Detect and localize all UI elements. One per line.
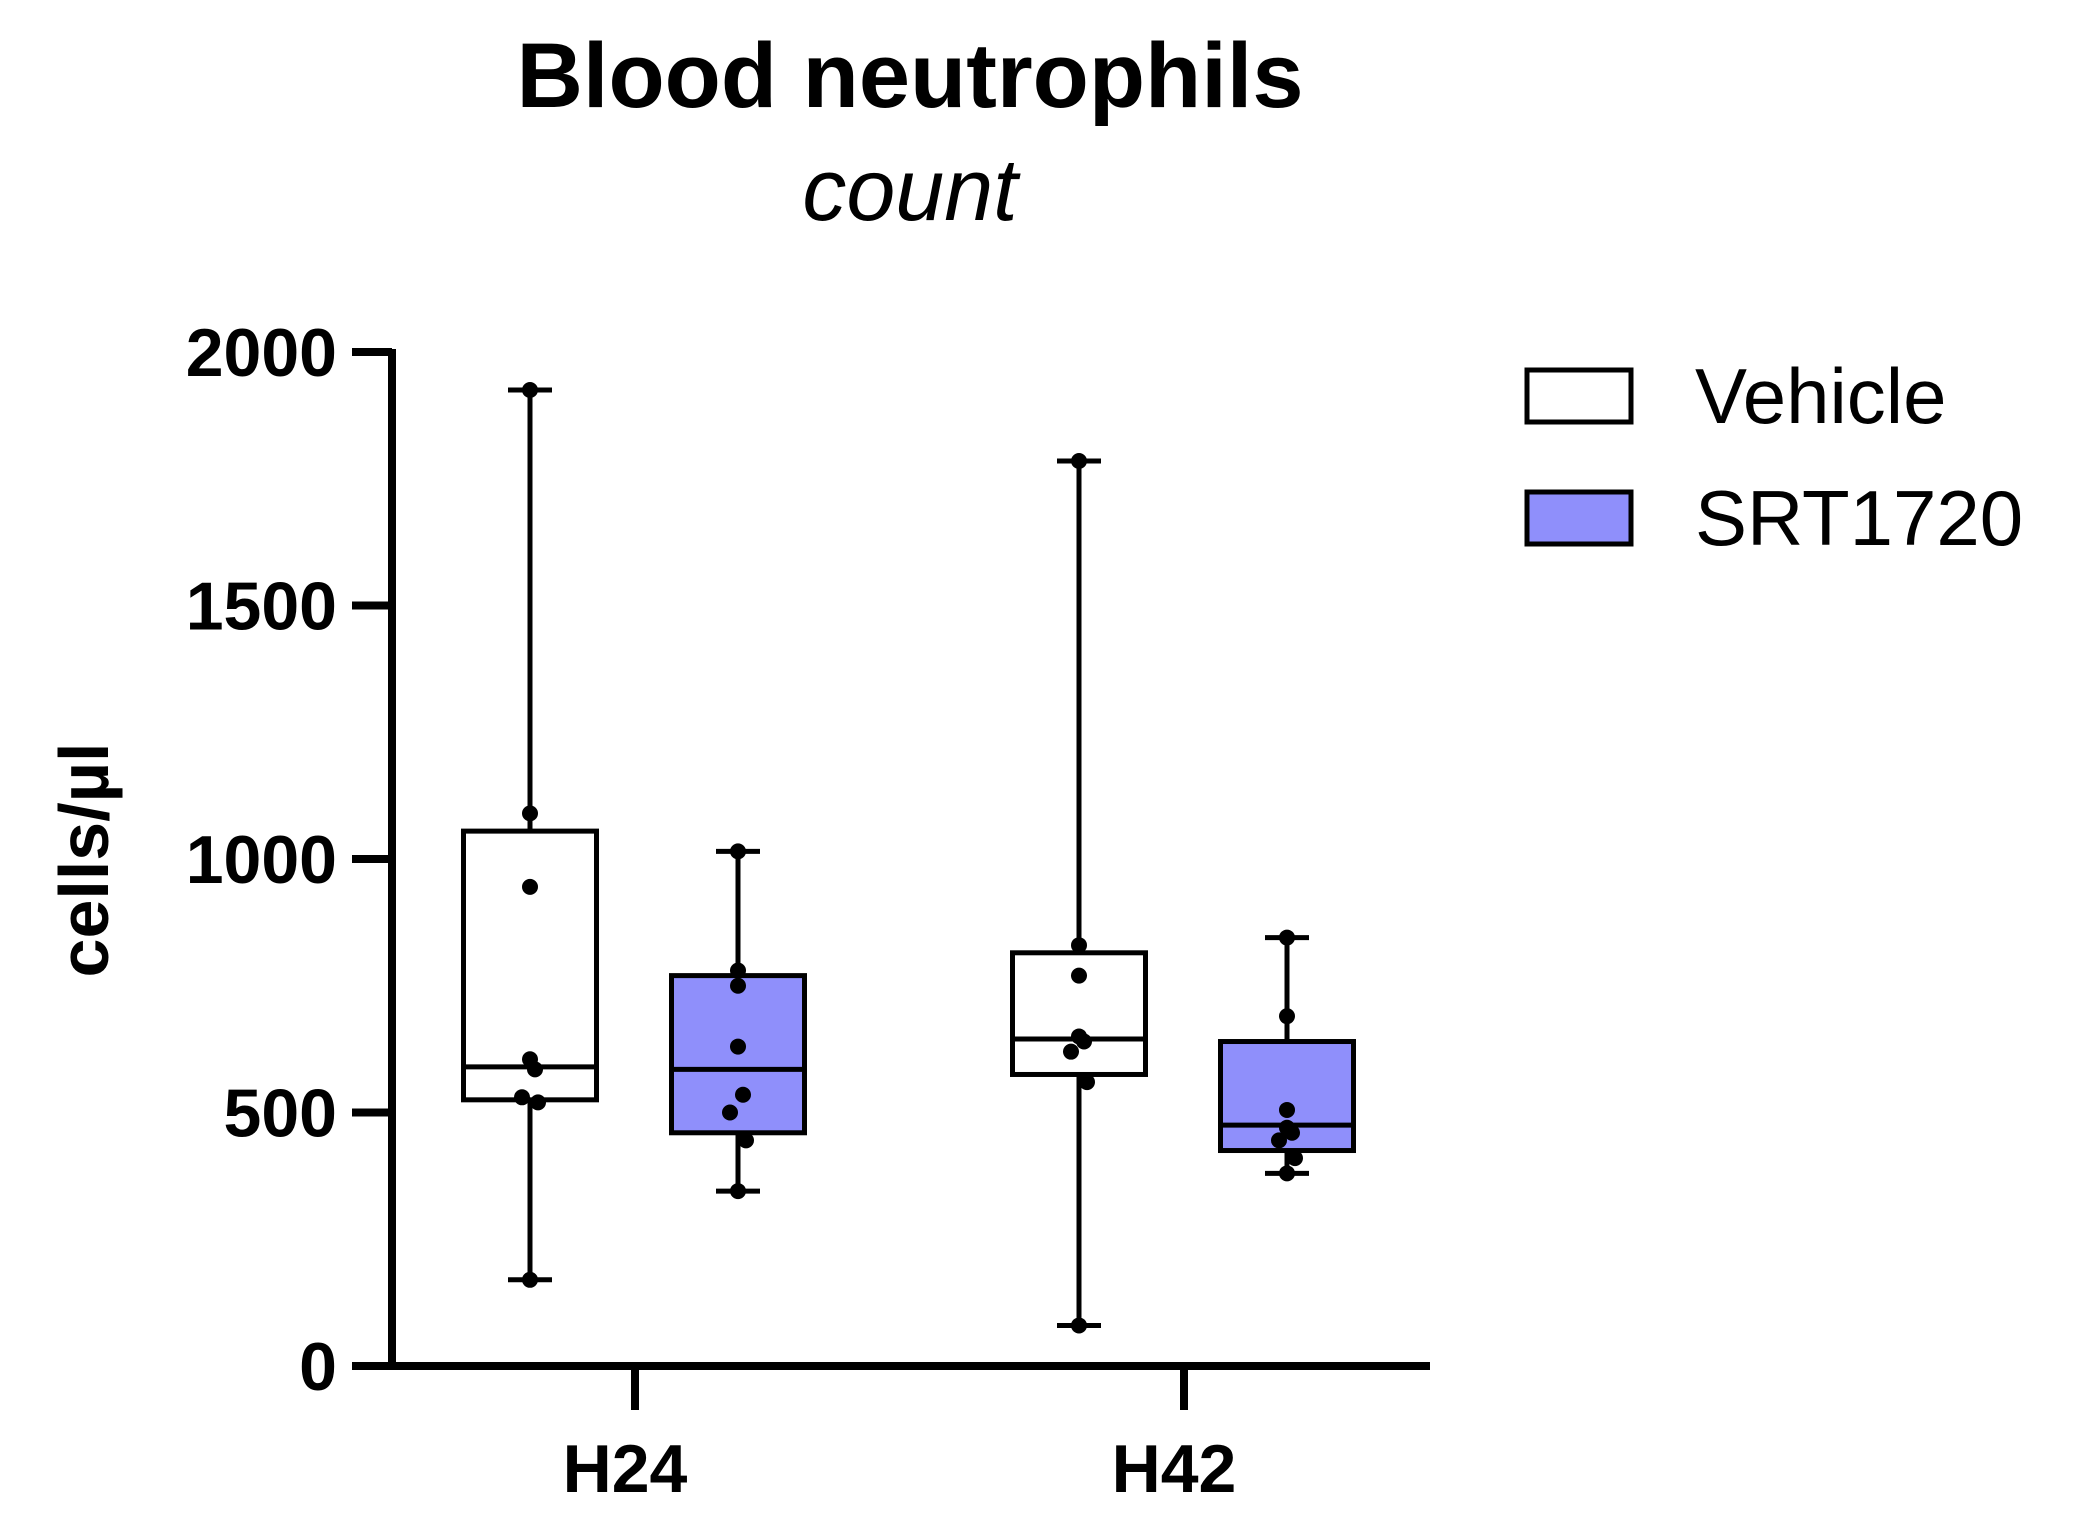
data-point-vehicle-h42-4 xyxy=(1076,1033,1092,1050)
data-point-srt1720-h24-3 xyxy=(730,1038,746,1055)
data-point-srt1720-h24-1 xyxy=(730,962,746,979)
data-point-vehicle-h42-1 xyxy=(1071,937,1087,954)
data-point-srt1720-h42-2 xyxy=(1279,1101,1295,1118)
data-point-vehicle-h24-7 xyxy=(522,1271,538,1288)
y-tick-label-500: 500 xyxy=(224,1076,337,1152)
data-point-vehicle-h42-0 xyxy=(1071,453,1087,470)
chart-title: Blood neutrophils xyxy=(516,25,1303,127)
data-point-srt1720-h24-0 xyxy=(730,843,746,860)
data-point-srt1720-h42-6 xyxy=(1287,1150,1303,1167)
data-point-vehicle-h24-1 xyxy=(522,805,538,822)
data-point-srt1720-h42-1 xyxy=(1279,1008,1295,1025)
data-point-srt1720-h24-5 xyxy=(722,1104,738,1121)
data-point-vehicle-h24-2 xyxy=(522,878,538,895)
data-point-vehicle-h42-5 xyxy=(1063,1043,1079,1060)
data-point-vehicle-h24-0 xyxy=(522,382,538,399)
data-point-srt1720-h24-7 xyxy=(730,1183,746,1200)
data-point-srt1720-h42-7 xyxy=(1279,1165,1295,1182)
data-point-srt1720-h42-4 xyxy=(1284,1124,1300,1141)
legend-label-srt1720: SRT1720 xyxy=(1695,474,2023,562)
legend-label-vehicle: Vehicle xyxy=(1695,352,1947,440)
legend-swatch-srt1720 xyxy=(1524,489,1634,547)
legend: Vehicle SRT1720 xyxy=(1524,352,2023,562)
data-point-vehicle-h42-6 xyxy=(1079,1074,1095,1091)
y-tick-label-1000: 1000 xyxy=(186,822,337,898)
y-tick-label-2000: 2000 xyxy=(186,315,337,391)
data-point-srt1720-h42-0 xyxy=(1279,929,1295,946)
data-point-vehicle-h24-5 xyxy=(514,1089,530,1106)
plot-area: 0 500 1000 1500 2000 H24 H42 xyxy=(186,315,1430,1507)
data-point-vehicle-h42-2 xyxy=(1071,967,1087,984)
y-axis-label: cells/µl xyxy=(45,743,123,978)
y-tick-label-1500: 1500 xyxy=(186,569,337,645)
data-point-srt1720-h24-6 xyxy=(738,1132,754,1149)
data-point-vehicle-h24-6 xyxy=(530,1094,546,1111)
legend-swatch-vehicle xyxy=(1524,367,1634,425)
chart-subtitle: count xyxy=(802,140,1021,239)
x-tick-label-H42: H42 xyxy=(1112,1431,1237,1507)
x-tick-label-H24: H24 xyxy=(563,1431,688,1507)
data-point-srt1720-h24-2 xyxy=(730,977,746,994)
data-point-srt1720-h42-5 xyxy=(1271,1132,1287,1149)
data-point-vehicle-h24-4 xyxy=(527,1061,543,1078)
y-tick-label-0: 0 xyxy=(299,1329,337,1405)
data-point-vehicle-h42-7 xyxy=(1071,1317,1087,1334)
data-point-srt1720-h24-4 xyxy=(735,1086,751,1103)
